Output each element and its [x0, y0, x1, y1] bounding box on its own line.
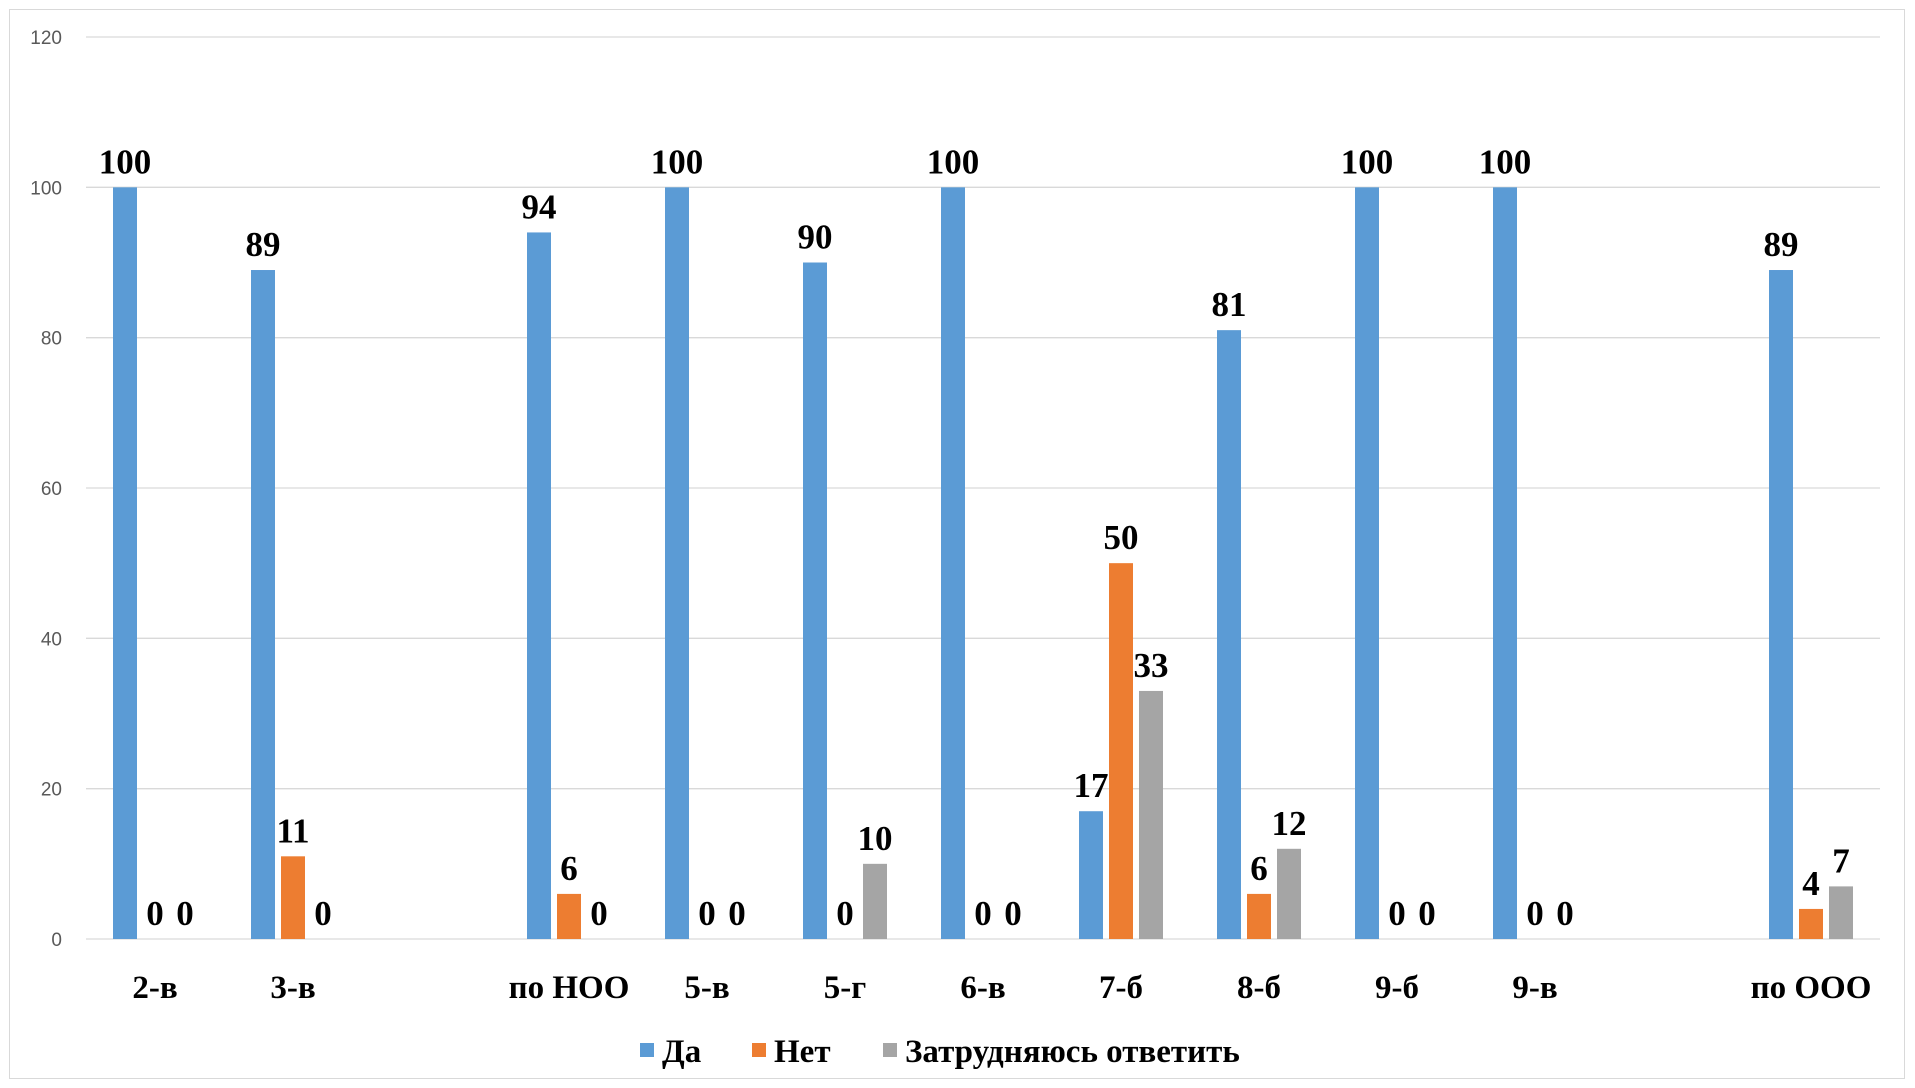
legend-label: Нет [774, 1034, 831, 1070]
x-tick-label: по НОО [509, 970, 630, 1006]
x-tick-label: по ООО [1751, 970, 1872, 1006]
bar-zatrudnyayus [1277, 848, 1301, 939]
bar-net [1109, 563, 1133, 939]
x-tick-label: 7-б [1099, 970, 1143, 1006]
bar-da [1079, 811, 1103, 939]
data-label: 33 [1134, 646, 1169, 685]
y-tick-label-20: 20 [41, 780, 62, 801]
y-axis-ticks: 0 20 40 60 80 100 120 [30, 28, 62, 951]
x-tick-label: 6-в [960, 970, 1005, 1006]
legend-swatch [752, 1043, 766, 1057]
data-label: 0 [1004, 894, 1022, 933]
data-label: 0 [146, 894, 164, 933]
legend-label: Да [662, 1034, 701, 1070]
data-label: 10 [858, 819, 893, 858]
bar-da [803, 262, 827, 939]
data-label: 17 [1074, 766, 1109, 805]
x-tick-label: 5-в [684, 970, 729, 1006]
x-tick-label: 9-в [1512, 970, 1557, 1006]
bar-da [1769, 270, 1793, 939]
bar-zatrudnyayus [1139, 690, 1163, 939]
bar-da [527, 232, 551, 939]
data-label: 0 [836, 894, 854, 933]
data-label: 0 [1556, 894, 1574, 933]
bar-da [665, 187, 689, 940]
legend-swatch [883, 1043, 897, 1057]
bar-net [557, 893, 581, 939]
data-label: 0 [1418, 894, 1436, 933]
x-tick-label: 8-б [1237, 970, 1281, 1006]
bar-net [1799, 908, 1823, 939]
y-tick-label-0: 0 [51, 930, 62, 951]
data-label: 0 [314, 894, 332, 933]
data-label: 12 [1272, 804, 1307, 843]
x-axis-ticks: 2-в 3-в по НОО 5-в 5-г 6-в 7-б 8-б 9-б 9-в по ООО [132, 970, 1871, 1006]
legend-label: Затрудняюсь ответить [905, 1034, 1240, 1070]
y-tick-label-40: 40 [41, 629, 62, 650]
x-tick-label: 5-г [824, 970, 866, 1006]
data-label: 94 [522, 187, 557, 226]
bars [113, 187, 1853, 940]
data-label: 100 [927, 142, 980, 181]
bar-zatrudnyayus [1829, 886, 1853, 939]
data-label: 90 [798, 218, 833, 257]
data-label: 6 [1250, 849, 1268, 888]
data-label: 11 [276, 811, 309, 850]
data-label: 89 [1764, 225, 1799, 264]
y-tick-label-120: 120 [30, 28, 62, 49]
bar-zatrudnyayus [863, 863, 887, 939]
y-tick-label-100: 100 [30, 178, 62, 199]
x-tick-label: 2-в [132, 970, 177, 1006]
data-label: 100 [1341, 142, 1394, 181]
data-label: 0 [698, 894, 716, 933]
data-label: 81 [1212, 285, 1247, 324]
bar-da [251, 270, 275, 939]
legend: Да Нет Затрудняюсь ответить [640, 1034, 1240, 1070]
data-label: 89 [246, 225, 281, 264]
data-label: 0 [1526, 894, 1544, 933]
data-label: 0 [590, 894, 608, 933]
data-label: 50 [1104, 518, 1139, 557]
data-label: 6 [560, 849, 578, 888]
legend-swatch [640, 1043, 654, 1057]
bar-da [1493, 187, 1517, 940]
data-label: 0 [974, 894, 992, 933]
data-label: 0 [1388, 894, 1406, 933]
bar-net [1247, 893, 1271, 939]
data-label: 100 [651, 142, 704, 181]
bar-da [941, 187, 965, 940]
x-tick-label: 9-б [1375, 970, 1419, 1006]
x-tick-label: 3-в [270, 970, 315, 1006]
data-label: 0 [728, 894, 746, 933]
data-label: 4 [1802, 864, 1820, 903]
y-tick-label-80: 80 [41, 329, 62, 350]
gridlines [86, 36, 1880, 940]
data-label: 100 [99, 142, 152, 181]
bar-net [281, 856, 305, 939]
bar-da [1217, 330, 1241, 939]
bar-da [1355, 187, 1379, 940]
data-label: 0 [176, 894, 194, 933]
y-tick-label-60: 60 [41, 479, 62, 500]
data-label: 100 [1479, 142, 1532, 181]
data-label: 7 [1832, 841, 1850, 880]
bar-da [113, 187, 137, 940]
